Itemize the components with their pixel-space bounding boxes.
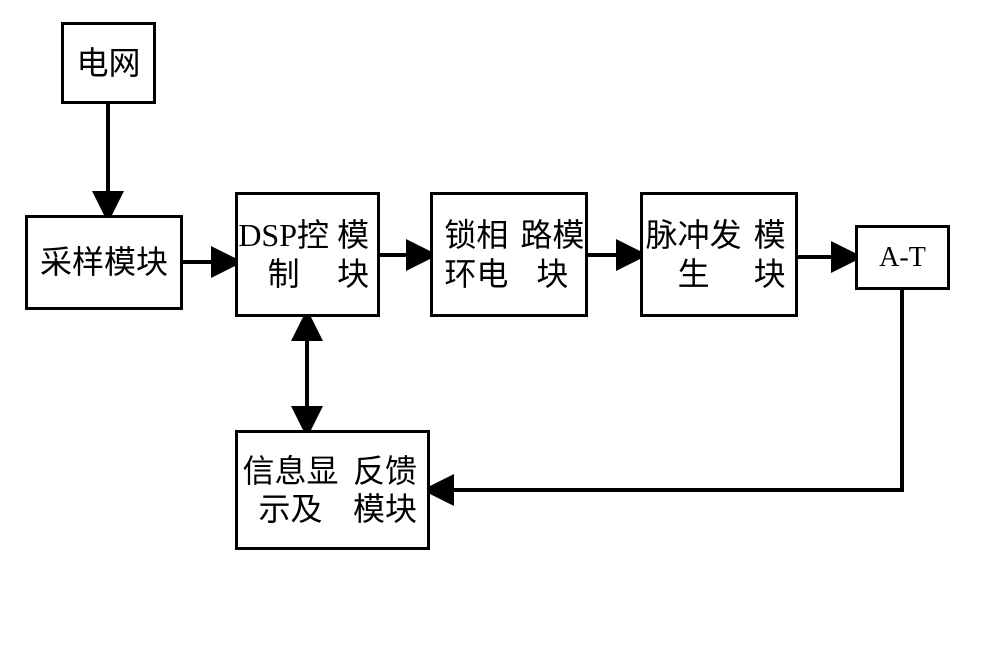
node-label-line: 反馈模块 <box>343 452 427 529</box>
edge-at-display <box>430 290 902 490</box>
node-label-line: 采样模块 <box>40 243 168 281</box>
node-sample: 采样模块 <box>25 215 183 310</box>
node-pulse: 脉冲发生模块 <box>640 192 798 317</box>
node-label-line: 路模块 <box>520 216 585 293</box>
node-dsp: DSP控制模块 <box>235 192 380 317</box>
node-label-line: 脉冲发生 <box>643 216 744 293</box>
node-at: A-T <box>855 225 950 290</box>
node-label-line: 模块 <box>744 216 795 293</box>
node-grid: 电网 <box>61 22 156 104</box>
node-label-line: 电网 <box>76 44 140 82</box>
node-label-line: 模块 <box>329 216 377 293</box>
node-label-line: 锁相环电 <box>433 216 520 293</box>
node-label-line: A-T <box>879 241 926 275</box>
node-display: 信息显示及反馈模块 <box>235 430 430 550</box>
node-label-line: DSP控制 <box>238 216 329 293</box>
node-label-line: 信息显示及 <box>238 452 343 529</box>
node-pll: 锁相环电路模块 <box>430 192 588 317</box>
flowchart-canvas: 电网采样模块DSP控制模块锁相环电路模块脉冲发生模块A-T信息显示及反馈模块 <box>0 0 1000 667</box>
